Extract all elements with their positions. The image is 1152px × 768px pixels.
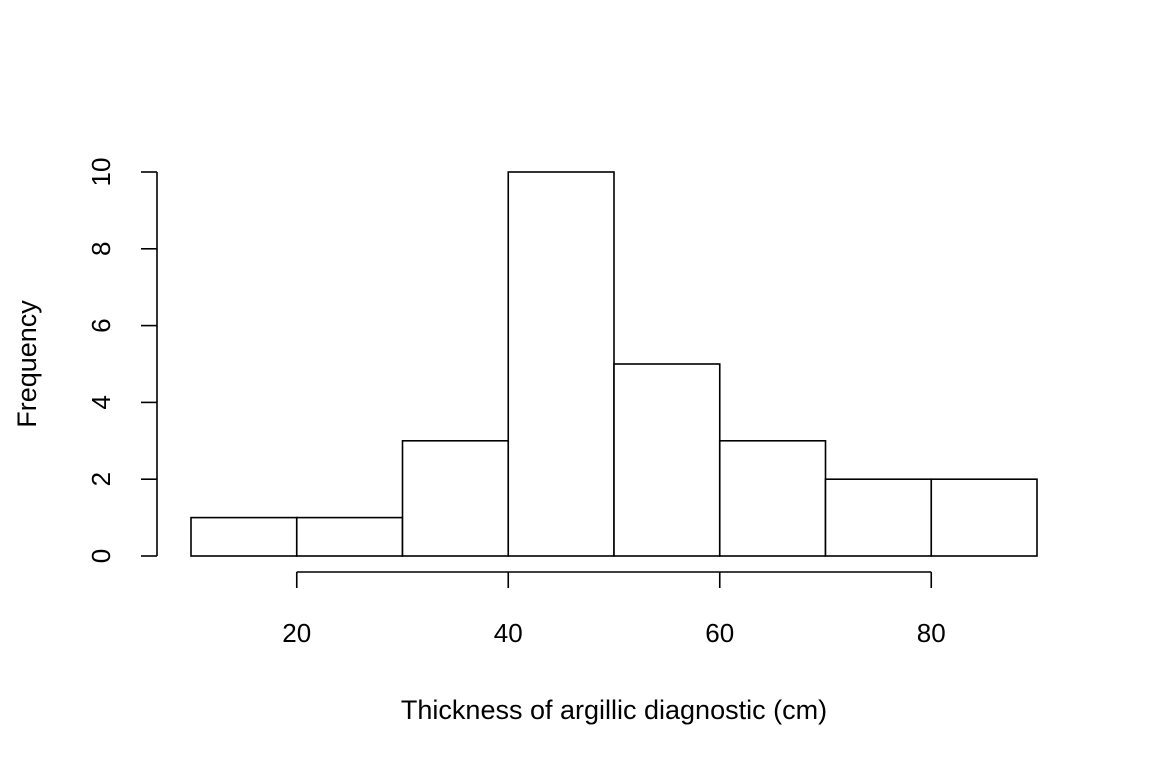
histogram-bar-40-50	[507, 171, 615, 557]
x-tick-label: 20	[282, 618, 311, 648]
x-tick-label: 60	[705, 618, 734, 648]
y-tick-label: 8	[86, 242, 116, 256]
histogram-bars	[190, 171, 1038, 557]
x-tick-label: 80	[917, 618, 946, 648]
y-tick-label: 4	[86, 395, 116, 409]
y-axis-title: Frequency	[12, 300, 42, 428]
y-axis: 0 2 4 6 8 10	[86, 158, 158, 563]
histogram-bar-60-70	[718, 439, 827, 557]
histogram-bar-70-80	[824, 478, 933, 557]
histogram-bar-10-20	[190, 516, 298, 557]
y-tick-label: 6	[86, 318, 116, 332]
x-axis: 20 40 60 80	[282, 571, 946, 648]
histogram-bar-50-60	[613, 363, 721, 557]
y-tick-label: 10	[86, 158, 116, 187]
histogram-bar-20-30	[295, 516, 404, 557]
x-axis-title: Thickness of argillic diagnostic (cm)	[401, 695, 827, 725]
histogram-bar-80-90	[930, 478, 1038, 557]
y-tick-label: 2	[86, 472, 116, 486]
histogram-bar-30-40	[401, 439, 510, 557]
y-tick-label: 0	[86, 549, 116, 563]
x-tick-label: 40	[494, 618, 523, 648]
